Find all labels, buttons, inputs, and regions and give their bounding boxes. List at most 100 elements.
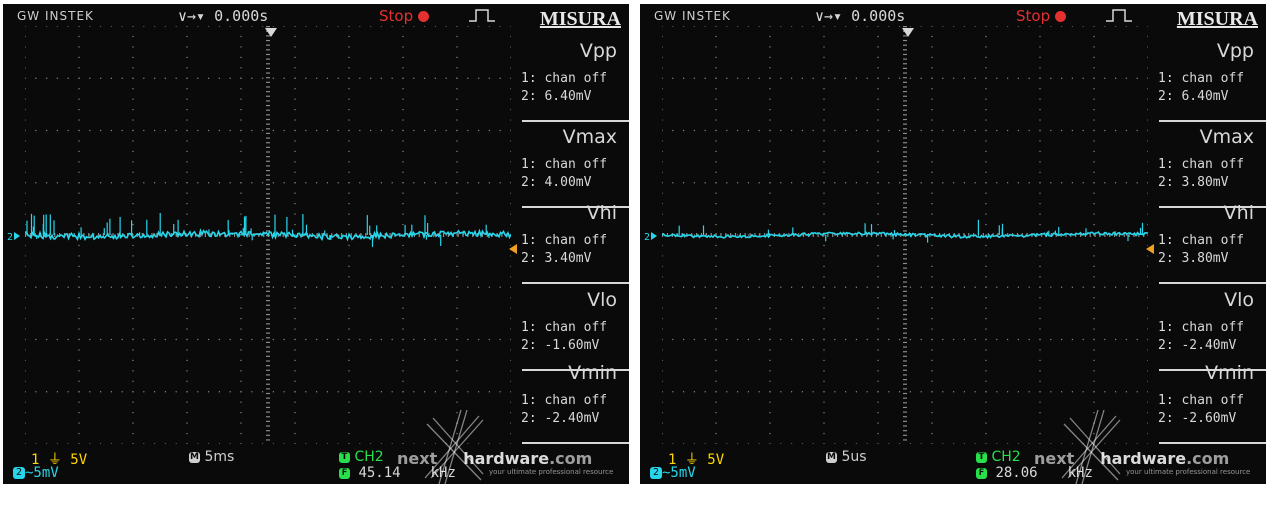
center-tick bbox=[903, 128, 907, 130]
grid-dot bbox=[715, 150, 717, 152]
grid-dot bbox=[326, 182, 328, 184]
grid-dot bbox=[769, 77, 771, 79]
center-tick bbox=[266, 53, 270, 56]
F-badge-icon: F bbox=[339, 467, 350, 479]
pulse-waveform-icon bbox=[1106, 9, 1132, 22]
grid-dot bbox=[510, 192, 511, 194]
grid-dot bbox=[316, 182, 318, 184]
center-tick bbox=[903, 327, 907, 330]
grid-dot bbox=[434, 443, 436, 444]
grid-dot bbox=[467, 77, 469, 79]
grid-dot bbox=[715, 422, 717, 424]
trigger-source-value: CH2 bbox=[354, 449, 384, 465]
grid-dot bbox=[823, 380, 825, 382]
trigger-position-arrow-icon bbox=[902, 28, 914, 37]
measurement-divider bbox=[1159, 442, 1266, 444]
grid-dot bbox=[359, 286, 361, 288]
grid-dot bbox=[1147, 401, 1148, 403]
waveform-grid bbox=[662, 26, 1148, 444]
grid-dot bbox=[240, 140, 242, 142]
grid-dot bbox=[920, 391, 922, 393]
grid-dot bbox=[46, 26, 48, 27]
grid-dot bbox=[737, 391, 739, 393]
grid-dot bbox=[510, 432, 511, 435]
grid-dot bbox=[1115, 338, 1117, 341]
grid-dot bbox=[78, 192, 80, 194]
grid-dot bbox=[1093, 109, 1095, 111]
grid-dot bbox=[110, 129, 112, 132]
grid-dot bbox=[186, 203, 188, 205]
grid-dot bbox=[240, 422, 242, 424]
grid-dot bbox=[974, 391, 976, 393]
grid-dot bbox=[391, 77, 393, 79]
grid-dot bbox=[1017, 234, 1019, 236]
grid-dot bbox=[1028, 182, 1030, 184]
grid-dot bbox=[154, 338, 156, 341]
grid-dot bbox=[25, 328, 26, 330]
grid-dot bbox=[132, 171, 134, 173]
center-tick bbox=[903, 225, 907, 227]
grid-dot bbox=[121, 26, 123, 27]
center-tick bbox=[233, 233, 236, 237]
grid-dot bbox=[370, 286, 372, 288]
grid-dot bbox=[662, 67, 663, 69]
grid-dot bbox=[154, 129, 156, 132]
grid-dot bbox=[1093, 182, 1095, 184]
grid-dot bbox=[240, 401, 242, 403]
grid-dot bbox=[747, 234, 749, 236]
center-tick bbox=[131, 233, 134, 237]
grid-dot bbox=[251, 338, 253, 341]
center-tick bbox=[734, 233, 737, 237]
grid-dot bbox=[25, 119, 26, 121]
grid-dot bbox=[456, 150, 458, 152]
center-tick bbox=[903, 216, 907, 218]
grid-dot bbox=[121, 338, 123, 341]
grid-dot bbox=[855, 391, 857, 393]
grid-dot bbox=[855, 286, 857, 288]
grid-dot bbox=[823, 182, 825, 184]
center-tick bbox=[720, 233, 722, 237]
grid-dot bbox=[229, 391, 231, 393]
center-tick bbox=[266, 262, 270, 265]
grid-dot bbox=[801, 443, 803, 444]
grid-dot bbox=[909, 26, 911, 27]
grid-dot bbox=[974, 286, 976, 288]
grid-dot bbox=[402, 223, 404, 226]
grid-dot bbox=[424, 338, 426, 341]
grid-dot bbox=[791, 77, 793, 79]
center-tick bbox=[749, 233, 751, 237]
grid-dot bbox=[348, 109, 350, 111]
grid-dot bbox=[963, 129, 965, 132]
grid-dot bbox=[197, 443, 199, 444]
grid-dot bbox=[931, 98, 933, 100]
grid-dot bbox=[877, 46, 879, 48]
grid-dot bbox=[942, 391, 944, 393]
grid-dot bbox=[747, 443, 749, 444]
grid-dot bbox=[25, 129, 26, 132]
center-tick bbox=[266, 216, 270, 218]
grid-dot bbox=[662, 182, 663, 184]
grid-dot bbox=[46, 443, 48, 444]
center-tick bbox=[764, 233, 766, 237]
grid-dot bbox=[488, 77, 490, 79]
center-tick bbox=[266, 430, 270, 432]
grid-dot bbox=[25, 380, 26, 382]
grid-dot bbox=[1147, 286, 1148, 288]
grid-dot bbox=[56, 234, 58, 236]
center-tick bbox=[266, 313, 270, 316]
grid-dot bbox=[823, 26, 825, 27]
grid-dot bbox=[456, 265, 458, 267]
grid-dot bbox=[46, 391, 48, 393]
center-tick bbox=[903, 109, 907, 111]
grid-dot bbox=[402, 380, 404, 382]
grid-dot bbox=[402, 213, 404, 215]
grid-dot bbox=[1093, 26, 1095, 27]
center-tick bbox=[340, 233, 343, 237]
grid-dot bbox=[1093, 161, 1095, 163]
grid-dot bbox=[305, 391, 307, 393]
grid-dot bbox=[866, 129, 868, 132]
run-status: Stop bbox=[379, 7, 430, 25]
grid-dot bbox=[920, 286, 922, 288]
grid-dot bbox=[510, 380, 511, 382]
center-tick bbox=[266, 239, 270, 241]
